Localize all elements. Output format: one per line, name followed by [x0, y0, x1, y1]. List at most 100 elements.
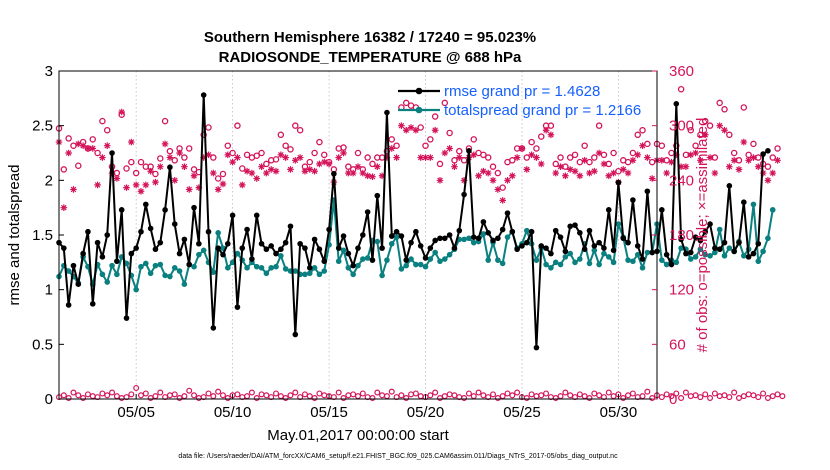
obs-possible-point	[687, 126, 695, 134]
obs-possible-point	[383, 147, 391, 155]
obs-bottom-point	[769, 393, 776, 400]
rmse-point	[331, 170, 337, 177]
rmse-point	[509, 228, 516, 235]
obs-assimilated-point	[354, 163, 362, 170]
obs-assimilated-point	[726, 163, 733, 170]
rmse-point	[451, 245, 458, 251]
obs-assimilated-point	[523, 166, 531, 173]
obs-possible-point	[470, 136, 477, 143]
obs-assimilated-point	[716, 122, 723, 129]
obs-possible-point	[99, 117, 106, 125]
obs-possible-point	[243, 151, 251, 159]
rmse-point	[205, 228, 212, 235]
totalspread-point	[403, 262, 410, 269]
obs-bottom-point	[504, 390, 511, 397]
obs-assimilated-point	[89, 145, 97, 152]
obs-bottom-point	[292, 389, 299, 396]
obs-possible-point	[658, 142, 666, 149]
obs-possible-point	[441, 99, 449, 107]
obs-bottom-point	[620, 395, 627, 402]
obs-assimilated-point	[176, 149, 183, 157]
x-tick-label: 05/10	[214, 404, 252, 421]
rmse-point	[659, 207, 665, 213]
obs-assimilated-point	[301, 167, 309, 175]
obs-assimilated-point	[359, 169, 367, 177]
obs-assimilated-point	[311, 167, 318, 175]
obs-bottom-point	[147, 395, 154, 402]
obs-possible-point	[431, 113, 439, 120]
y-tick-label: 1	[45, 282, 53, 299]
totalspread-point	[697, 246, 704, 253]
obs-assimilated-point	[296, 154, 304, 161]
obs-possible-point	[566, 154, 574, 161]
obs-bottom-point	[412, 390, 419, 397]
totalspread-point	[678, 245, 684, 251]
obs-assimilated-point	[480, 167, 487, 175]
rmse-point	[712, 245, 718, 251]
rmse-point	[369, 257, 376, 263]
rmse-point	[123, 315, 130, 321]
totalspread-point	[716, 226, 723, 233]
obs-assimilated-point	[518, 145, 526, 152]
obs-assimilated-point	[185, 186, 193, 193]
obs-bottom-point	[735, 395, 742, 402]
obs-bottom-point	[99, 390, 106, 397]
x-tick-label: 05/15	[310, 404, 348, 421]
obs-assimilated-point	[431, 126, 439, 134]
rmse-point	[408, 239, 414, 246]
rmse-line	[58, 94, 769, 349]
totalspread-point	[258, 265, 265, 271]
obs-possible-point	[75, 162, 82, 170]
obs-bottom-point	[369, 395, 376, 402]
obs-bottom-point	[273, 390, 280, 397]
right-axis: 0 60 120 180 240 300 360	[652, 63, 694, 408]
totalspread-point	[702, 251, 709, 258]
rmse-point	[668, 261, 675, 268]
y-tick-label: 3	[45, 63, 53, 80]
obs-possible-point	[354, 149, 362, 157]
obs-assimilated-point	[750, 154, 757, 161]
obs-assimilated-point	[263, 169, 270, 177]
rmse-point	[567, 223, 573, 230]
x-tick-label: 05/05	[117, 404, 155, 421]
rmse-point	[741, 199, 747, 205]
totalspread-point	[379, 272, 385, 279]
rmse-point	[475, 235, 482, 242]
rmse-point	[548, 250, 554, 257]
obs-bottom-point	[133, 384, 140, 391]
obs-assimilated-point	[774, 156, 781, 164]
totalspread-point	[586, 260, 593, 267]
obs-assimilated-point	[672, 151, 680, 159]
obs-possible-point	[369, 160, 376, 168]
obs-bottom-point	[84, 391, 91, 398]
obs-assimilated-point	[195, 184, 203, 191]
obs-assimilated-point	[634, 151, 642, 159]
totalspread-point	[591, 247, 598, 254]
obs-bottom-point	[191, 392, 198, 399]
totalspread-point	[104, 279, 111, 285]
rmse-point	[634, 243, 641, 249]
obs-assimilated-point	[113, 175, 121, 182]
totalspread-point	[639, 265, 646, 271]
obs-assimilated-point	[118, 108, 125, 116]
rmse-point	[249, 256, 255, 262]
rmse-point	[282, 239, 289, 246]
obs-assimilated-point	[484, 169, 492, 177]
obs-assimilated-point	[248, 169, 256, 177]
rmse-point	[456, 227, 463, 234]
obs-bottom-point	[663, 391, 670, 398]
plot-background	[59, 71, 657, 399]
totalspread-point	[417, 261, 424, 268]
obs-bottom-point	[234, 391, 241, 398]
obs-bottom-point	[219, 392, 226, 399]
obs-possible-point	[94, 149, 101, 157]
totalspread-point	[663, 261, 670, 268]
obs-possible-point	[639, 126, 646, 134]
obs-assimilated-point	[692, 149, 699, 157]
obs-assimilated-point	[446, 145, 453, 152]
rmse-point	[702, 228, 709, 235]
totalspread-point	[634, 251, 641, 258]
rmse-point	[528, 228, 535, 235]
obs-possible-point	[190, 166, 198, 173]
x-tick-label: 05/25	[503, 404, 541, 421]
